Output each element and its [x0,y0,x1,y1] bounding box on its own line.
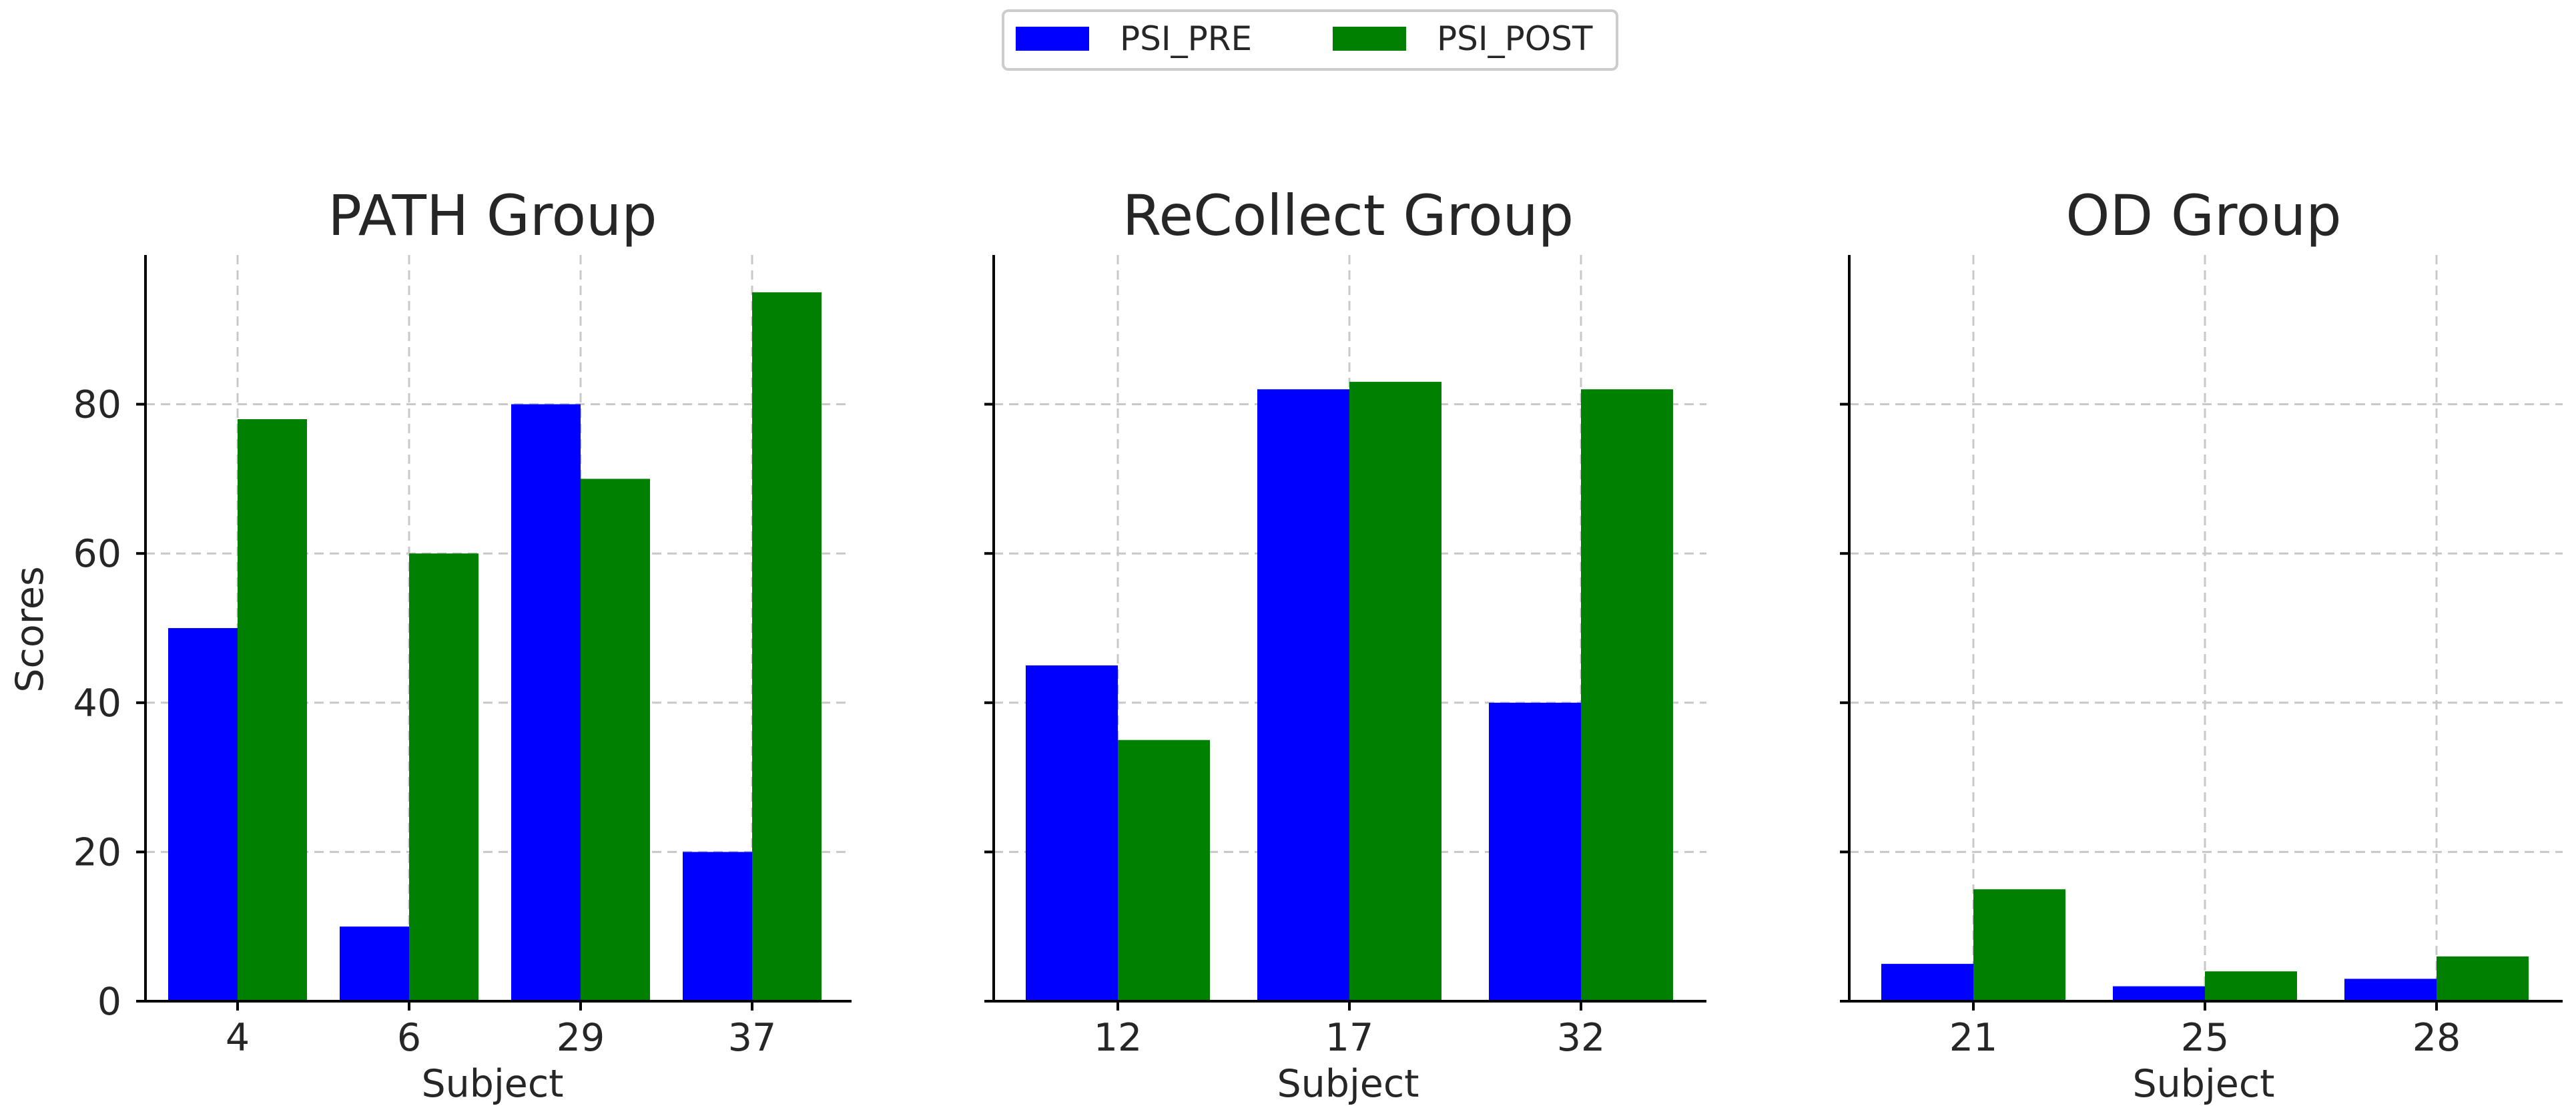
y-tick-label: 60 [73,532,121,576]
x-tick-label: 32 [1557,1016,1606,1060]
bar-psi-pre-subject-25 [2113,986,2205,1001]
bar-psi-pre-subject-28 [2344,978,2437,1001]
bar-psi-post-subject-12 [1118,740,1210,1001]
bar-psi-post-subject-21 [1973,889,2065,1001]
legend-frame [1002,9,1618,71]
bar-psi-post-subject-4 [238,418,307,1001]
bars [1026,382,1673,1001]
bar-psi-post-subject-32 [1581,389,1673,1001]
axes: 21 25 28 [1840,255,2563,1060]
bars [168,292,822,1001]
bar-psi-pre-subject-32 [1489,702,1581,1001]
legend-label-psi-pre: PSI_PRE [1120,19,1252,58]
legend-label-psi-post: PSI_POST [1437,19,1593,58]
bar-psi-pre-subject-21 [1881,964,1973,1001]
legend-swatch-psi-post [1333,27,1406,51]
bar-psi-post-subject-28 [2437,956,2529,1001]
bar-psi-post-subject-17 [1349,382,1441,1001]
legend-swatch-psi-pre [1016,27,1089,51]
bar-psi-pre-subject-4 [168,628,238,1001]
y-axis-label: Scores [8,566,52,692]
x-axis-label: Subject [1277,1062,1419,1106]
x-tick-label: 6 [397,1016,421,1060]
x-tick-label: 4 [226,1016,250,1060]
panel-path-group: PATH Group Subject 0 20 40 60 80 4 6 29 37 [73,183,852,1106]
bar-psi-pre-subject-29 [511,404,581,1001]
x-tick-label: 12 [1094,1016,1143,1060]
y-tick-label: 40 [73,681,121,726]
legend: PSI_PRE PSI_POST [1002,9,1618,71]
x-tick-label: 37 [728,1016,777,1060]
x-tick-label: 29 [557,1016,605,1060]
panel-title: PATH Group [328,183,657,248]
bar-psi-pre-subject-12 [1026,665,1118,1001]
bar-psi-post-subject-6 [409,553,478,1001]
axes: 12 17 32 [984,255,1706,1060]
bars [1881,889,2529,1001]
panel-title: ReCollect Group [1122,183,1574,248]
bar-psi-pre-subject-6 [340,926,409,1001]
x-axis-label: Subject [2132,1062,2274,1106]
y-tick-label: 0 [97,980,121,1024]
x-tick-label: 28 [2412,1016,2461,1060]
panel-title: OD Group [2065,183,2341,248]
bar-psi-post-subject-25 [2205,971,2297,1001]
y-tick-label: 20 [73,830,121,874]
x-tick-label: 25 [2181,1016,2230,1060]
y-tick-label: 80 [73,383,121,427]
bar-psi-pre-subject-17 [1257,389,1349,1001]
x-axis-label: Subject [421,1062,563,1106]
bar-psi-post-subject-29 [581,479,650,1001]
x-tick-label: 21 [1949,1016,1998,1060]
bar-psi-post-subject-37 [752,292,822,1001]
bar-psi-pre-subject-37 [683,852,752,1001]
x-tick-label: 17 [1325,1016,1374,1060]
panel-od-group: OD Group Subject 21 25 28 [1840,183,2563,1106]
axes: 0 20 40 60 80 4 6 29 37 [73,255,852,1060]
panel-recollect-group: ReCollect Group Subject 12 17 32 [984,183,1706,1106]
grid [1849,255,2563,1001]
